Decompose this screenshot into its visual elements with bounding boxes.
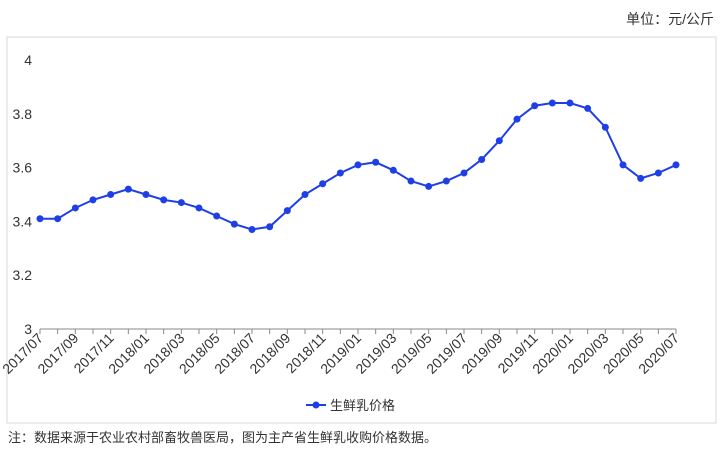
point	[442, 177, 450, 185]
point	[460, 169, 468, 177]
point	[637, 174, 645, 182]
point	[584, 104, 592, 112]
point	[142, 191, 150, 198]
point	[319, 180, 327, 188]
point	[672, 161, 680, 169]
point	[107, 191, 115, 198]
point	[354, 161, 362, 169]
point	[425, 182, 433, 190]
point	[195, 204, 203, 212]
point	[619, 161, 627, 169]
point	[548, 99, 556, 107]
point	[54, 215, 62, 223]
point	[601, 123, 609, 131]
point	[89, 196, 97, 204]
point	[389, 166, 397, 174]
point	[495, 137, 503, 145]
point	[513, 115, 521, 123]
point	[266, 223, 274, 231]
legend-label: 生鲜乳价格	[330, 398, 395, 413]
point	[36, 215, 44, 223]
point	[531, 102, 539, 110]
legend-marker	[312, 401, 320, 409]
point	[336, 169, 344, 177]
point	[301, 191, 309, 198]
y-tick-label: 3.6	[13, 160, 33, 176]
point	[654, 169, 662, 177]
y-tick-label: 4	[24, 52, 32, 68]
point	[283, 207, 291, 215]
point	[213, 212, 221, 220]
point	[160, 196, 168, 204]
point	[177, 199, 185, 207]
point	[407, 177, 415, 185]
chart-frame	[6, 36, 717, 424]
y-tick-label: 3.4	[13, 213, 33, 229]
point	[372, 158, 380, 166]
point	[230, 220, 238, 228]
point	[566, 99, 574, 107]
point	[248, 225, 256, 233]
y-tick-label: 3.2	[13, 267, 33, 283]
point	[71, 204, 79, 212]
point	[124, 185, 132, 193]
unit-label: 单位：元/公斤	[626, 11, 714, 27]
footnote: 注：数据来源于农业农村部畜牧兽医局，图为主产省生鲜乳收购价格数据。	[8, 430, 437, 445]
y-tick-label: 3.8	[13, 106, 33, 122]
point	[478, 156, 486, 164]
y-tick-label: 3	[24, 321, 32, 337]
